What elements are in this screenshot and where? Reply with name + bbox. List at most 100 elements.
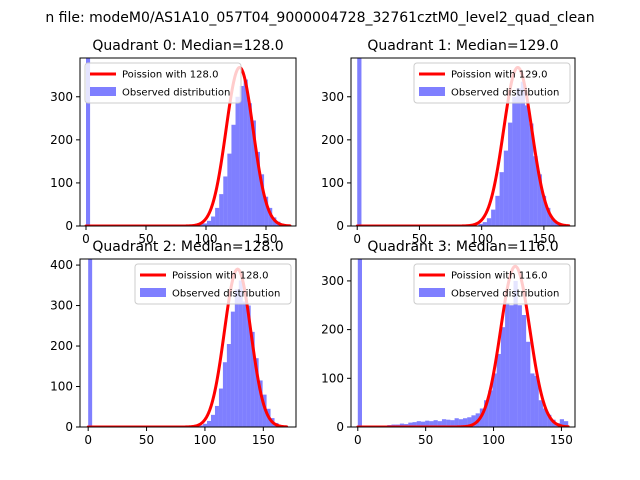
panel-title: Quadrant 0: Median=128.0 [92,38,283,54]
legend-box [413,263,571,305]
legend-fit-label: Poission with 129.0 [451,70,547,81]
histogram-bar [467,417,472,427]
histogram-bar [231,124,236,226]
histogram-bar [206,220,212,226]
histogram-bar [235,96,240,226]
histogram-bar [509,305,514,427]
histogram-bar [458,419,463,427]
histogram-bar [260,174,265,226]
histogram-bar [499,172,504,226]
histogram-bar [429,421,434,427]
histogram-bar [437,421,442,427]
histogram-bar [243,79,248,226]
histogram-bar [223,176,228,226]
histogram-bar [230,311,235,427]
histogram-bar [268,207,273,226]
legend-hist-swatch [140,288,166,297]
panel-title: Quadrant 3: Median=116.0 [367,239,558,255]
panel-title: Quadrant 2: Median=128.0 [92,239,283,255]
y-tick-label: 0 [65,420,73,434]
histogram-bar [258,380,263,427]
histogram-bar [484,400,489,427]
histogram-bar [199,425,204,427]
histogram-bar [226,344,231,427]
legend: Poission with 116.0 Observed distribution [413,263,571,305]
legend-box [413,62,571,104]
x-tick-label: 50 [138,232,153,246]
x-tick-label: 0 [82,232,90,246]
histogram-bar [547,414,552,427]
y-tick-label: 300 [50,299,73,313]
legend-box [134,263,292,305]
histogram-bar [441,419,447,427]
legend-fit-label: Poission with 116.0 [451,271,547,282]
histogram-bar [239,86,244,226]
histogram-bar [425,420,430,427]
histogram-bar [242,301,247,427]
legend-hist-swatch [90,87,116,96]
y-tick-label: 300 [50,90,73,104]
histogram-bar [550,218,555,226]
legend-fit-label: Poission with 128.0 [172,271,268,282]
histogram-bar [203,423,208,427]
legend: Poission with 129.0 Observed distribution [413,62,571,104]
histogram-bar [238,280,243,427]
histogram-bar [534,375,539,427]
histogram-bar [446,419,451,427]
histogram-bar [541,195,547,226]
histogram-bar [538,400,543,427]
histogram-bar [420,421,426,427]
x-tick-label: 0 [354,433,362,447]
histogram-bar [412,422,417,427]
quadrant-1-panel: 0 50 100 150 0 100 200 300 Quadrant 1: Median=12… [321,38,576,246]
histogram-bar [526,341,531,427]
x-tick-label: 150 [252,433,275,447]
histogram-bar [512,96,517,226]
histogram-bar [513,280,518,427]
histogram-bar [214,405,219,427]
quadrant-2-panel: 0 50 100 150 0 100 200 300 400 Quadrant 2: Median… [50,239,297,447]
legend: Poission with 128.0 Observed distribution [84,62,242,104]
histogram-bar [227,153,232,226]
y-tick-label: 100 [321,371,344,385]
histogram-bar [88,259,93,427]
histogram-bar [471,415,476,427]
histogram-bar [537,174,542,226]
histogram-bar [492,373,497,427]
x-tick-label: 150 [550,433,573,447]
histogram-bar [500,327,506,427]
histogram-bar [255,151,260,226]
x-tick-label: 150 [255,232,278,246]
x-tick-label: 100 [195,232,218,246]
histogram-bar [246,305,251,427]
y-tick-label: 0 [336,219,344,233]
histogram-bar [218,388,223,427]
legend-hist-label: Observed distribution [451,289,559,300]
quadrant-0-panel: 0 50 100 150 0 100 200 300 Quadrant 0: Median=12… [50,38,297,246]
quadrant-3-plot-area [356,259,570,427]
histogram-bar [450,420,455,427]
axes-frame [350,57,576,227]
legend-fit-label: Poission with 128.0 [122,70,218,81]
histogram-bar [564,421,569,427]
legend-hist-swatch [419,87,445,96]
histogram-bar [529,123,534,226]
histogram-bar [554,222,559,226]
histogram-bar [202,223,207,226]
histogram-bar [433,420,438,427]
legend-hist-label: Observed distribution [451,88,559,99]
y-tick-label: 200 [50,339,73,353]
figure-suptitle: n file: modeM0/AS1A10_057T04_9000004728_… [45,10,594,26]
legend-hist-label: Observed distribution [172,289,280,300]
histogram-bar [251,120,256,226]
x-tick-label: 100 [482,433,505,447]
histogram-bar [488,390,493,427]
histogram-bar [399,423,405,427]
y-tick-label: 200 [50,133,73,147]
histogram-bar [542,408,548,427]
x-tick-label: 50 [412,232,427,246]
x-tick-label: 150 [532,232,555,246]
quadrant-3-panel: 0 50 100 150 0 100 200 300 Quadrant 3: Median=11… [321,239,576,447]
histogram-bar [234,289,239,427]
